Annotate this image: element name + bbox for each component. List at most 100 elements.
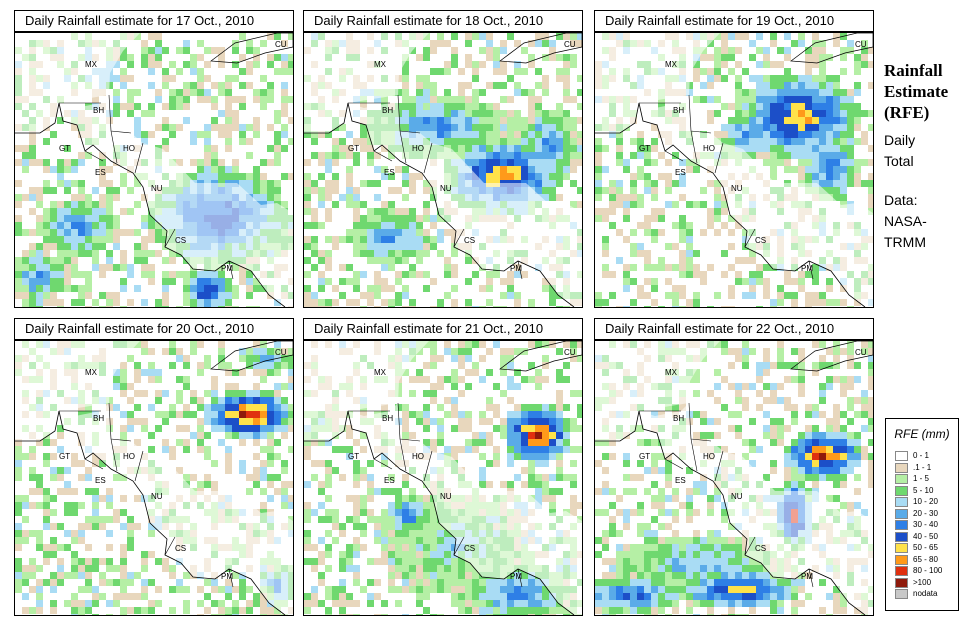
country-label: MX (85, 60, 98, 69)
country-label: CS (175, 544, 186, 553)
country-borders (59, 94, 234, 280)
legend-swatch (895, 497, 908, 507)
product-title-line: Estimate (884, 82, 949, 101)
panel-title: Daily Rainfall estimate for 20 Oct., 201… (14, 318, 294, 340)
country-label: GT (348, 452, 359, 461)
country-label: CS (175, 236, 186, 245)
country-borders (639, 402, 814, 588)
legend-swatch (895, 589, 908, 599)
country-label: CU (855, 40, 867, 49)
rainfall-grid: MX CU BH GT HO ES NU CS PM (304, 33, 582, 307)
rainfall-grid: MX CU BH GT HO ES NU CS PM (595, 33, 873, 307)
country-label: GT (59, 452, 70, 461)
rainfall-map: MX CU BH GT HO ES NU CS PM (303, 32, 583, 308)
legend-label: 10 - 20 (913, 497, 938, 506)
country-label: NU (440, 184, 452, 193)
legend-label: 0 - 1 (913, 451, 930, 460)
country-label: ES (384, 168, 395, 177)
panel-title: Daily Rainfall estimate for 19 Oct., 201… (594, 10, 874, 32)
country-label: HO (123, 452, 135, 461)
legend-swatch (895, 577, 908, 588)
country-label: MX (374, 368, 387, 377)
country-label: PM (221, 572, 233, 581)
country-label: NU (151, 492, 163, 501)
country-label: MX (374, 60, 387, 69)
product-title-line: (RFE) (884, 103, 930, 122)
legend-swatch (895, 474, 908, 484)
land-mask (15, 341, 293, 615)
coastline (15, 410, 286, 615)
legend-swatch (895, 566, 908, 576)
country-label: CU (855, 348, 867, 357)
country-label: NU (731, 184, 743, 193)
legend-label: 1 - 5 (913, 474, 930, 483)
legend-swatch (895, 485, 908, 496)
legend-swatch (895, 520, 908, 530)
source-line: Data: (884, 192, 918, 208)
legend-label: .1 - 1 (913, 462, 932, 472)
rainfall-grid: MX CU BH GT HO ES NU CS PM (595, 341, 873, 615)
legend-label: nodata (913, 589, 938, 598)
country-label: NU (440, 492, 452, 501)
country-label: GT (59, 144, 70, 153)
rainfall-map: MX CU BH GT HO ES NU CS PM (303, 340, 583, 616)
country-label: PM (510, 264, 522, 273)
coastline (304, 410, 575, 615)
legend-label: 20 - 30 (913, 508, 938, 518)
legend-swatch (895, 508, 908, 519)
land-mask (595, 33, 873, 307)
data-source-text: Data: NASA- TRMM (884, 190, 927, 253)
legend-swatch (895, 531, 908, 542)
cuba-outline (210, 33, 293, 64)
cuba-outline (499, 341, 582, 372)
land-mask (304, 341, 582, 615)
land-mask (595, 341, 873, 615)
country-label: ES (95, 476, 106, 485)
coastline (304, 102, 575, 307)
panel-title: Daily Rainfall estimate for 22 Oct., 201… (594, 318, 874, 340)
panel-title: Daily Rainfall estimate for 18 Oct., 201… (303, 10, 583, 32)
country-label: MX (665, 368, 678, 377)
country-label: BH (93, 414, 104, 423)
legend-swatch (895, 554, 908, 565)
country-label: MX (85, 368, 98, 377)
country-label: ES (95, 168, 106, 177)
country-label: PM (510, 572, 522, 581)
country-label: HO (412, 452, 424, 461)
panel-title: Daily Rainfall estimate for 17 Oct., 201… (14, 10, 294, 32)
product-title-line: Rainfall (884, 61, 943, 80)
country-label: CS (755, 544, 766, 553)
country-label: CU (275, 348, 287, 357)
rainfall-grid: MX CU BH GT HO ES NU CS PM (304, 341, 582, 615)
legend-swatch (895, 543, 908, 553)
country-label: MX (665, 60, 678, 69)
legend-label: 50 - 65 (913, 543, 938, 552)
country-label: NU (151, 184, 163, 193)
coastline (15, 102, 286, 307)
country-label: ES (675, 168, 686, 177)
country-label: PM (221, 264, 233, 273)
source-line: NASA- (884, 213, 927, 229)
legend-label: 30 - 40 (913, 520, 938, 529)
country-label: CS (464, 236, 475, 245)
legend-label: 5 - 10 (913, 485, 934, 495)
cuba-outline (790, 341, 873, 372)
country-borders (639, 94, 814, 280)
product-title: Rainfall Estimate (RFE) (884, 60, 970, 123)
country-label: GT (348, 144, 359, 153)
country-label: CS (464, 544, 475, 553)
country-label: ES (384, 476, 395, 485)
country-label: HO (123, 144, 135, 153)
cuba-outline (790, 33, 873, 64)
period-text: Daily Total (884, 130, 915, 172)
country-label: GT (639, 452, 650, 461)
legend-swatch (895, 462, 908, 473)
legend-swatch (895, 451, 908, 461)
country-label: BH (93, 106, 104, 115)
country-borders (59, 402, 234, 588)
rainfall-grid: MX CU BH GT HO ES NU CS PM (15, 33, 293, 307)
country-borders (348, 402, 523, 588)
rainfall-legend: RFE (mm) 0 - 1 .1 - 1 1 - 5 5 - 10 10 - 20 20… (885, 418, 959, 611)
country-label: CU (275, 40, 287, 49)
period-line: Total (884, 153, 914, 169)
